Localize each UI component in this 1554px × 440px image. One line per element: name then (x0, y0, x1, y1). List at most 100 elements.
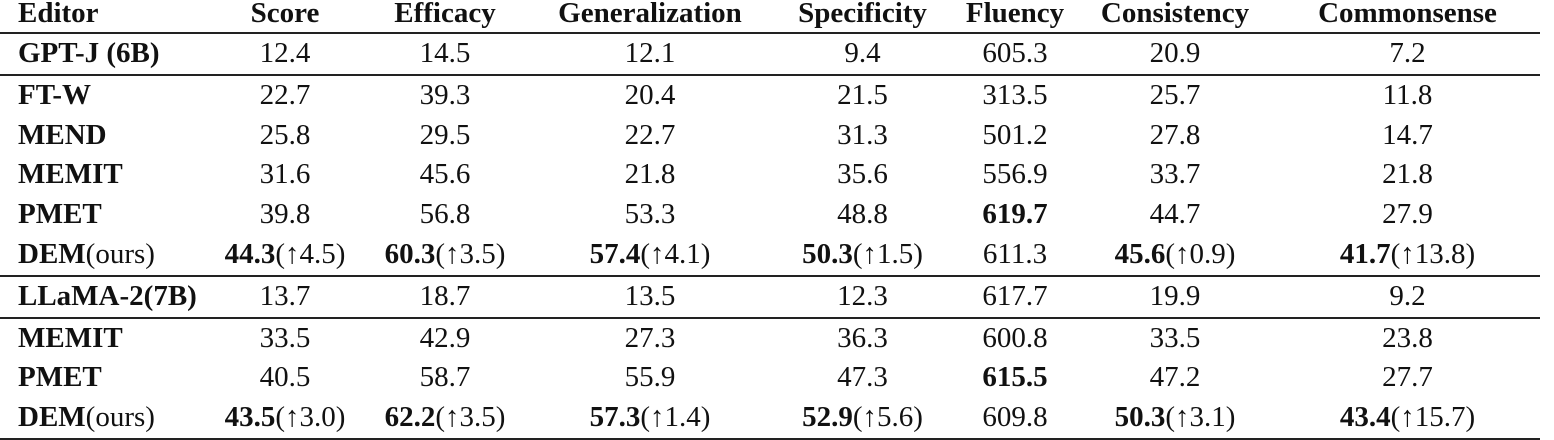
header-generalization: Generalization (530, 0, 770, 34)
table-cell: 33.5 (1075, 318, 1275, 359)
cell-value: 313.5 (982, 78, 1048, 111)
cell-value: 556.9 (982, 158, 1048, 191)
cell-value: 53.3 (624, 198, 676, 231)
cell-value: 619.7 (982, 198, 1048, 231)
cell-value: 50.3 (1114, 401, 1166, 434)
cell-value: 47.2 (1149, 361, 1201, 394)
cell-value: 27.3 (624, 321, 676, 354)
cell-value: 35.6 (837, 158, 888, 191)
table-row: MEMIT 33.5 42.9 27.3 36.3 600.8 33.5 23.8 (0, 318, 1540, 359)
cell-value: 58.7 (419, 361, 471, 394)
cell-value: 21.5 (837, 78, 888, 111)
cell-value: 40.5 (259, 361, 311, 394)
header-row: Editor Score Efficacy Generalization Spe… (0, 0, 1540, 34)
cell-value: 27.9 (1382, 198, 1433, 231)
editor-label: PMET (18, 198, 102, 231)
base-cell: 13.7 (210, 275, 360, 319)
improvement-delta: (↑5.6) (852, 401, 923, 434)
improvement-delta: (↑15.7) (1390, 401, 1476, 434)
table-cell: 31.3 (770, 116, 955, 156)
cell-value: 44.3 (224, 237, 276, 270)
cell-value: 60.3 (384, 237, 436, 270)
cell-value: 27.7 (1382, 361, 1433, 394)
cell-value: 39.3 (419, 78, 471, 111)
base-cell: 20.9 (1075, 33, 1275, 76)
table-cell: 611.3 (955, 234, 1075, 277)
improvement-delta: (↑1.5) (852, 237, 923, 270)
cell-value: 615.5 (982, 361, 1048, 394)
table-row: FT-W 22.7 39.3 20.4 21.5 313.5 25.7 11.8 (0, 75, 1540, 116)
table-row: PMET 40.5 58.7 55.9 47.3 615.5 47.2 27.7 (0, 358, 1540, 398)
cell-value: 62.2 (384, 401, 436, 434)
table-cell: 615.5 (955, 358, 1075, 398)
cell-value: 23.8 (1382, 321, 1433, 354)
table-cell: 21.8 (1275, 155, 1540, 195)
improvement-delta: (↑3.1) (1165, 401, 1236, 434)
table-cell: 45.6(↑0.9) (1075, 234, 1275, 277)
table-row: MEMIT 31.6 45.6 21.8 35.6 556.9 33.7 21.8 (0, 155, 1540, 195)
table-cell: 50.3(↑3.1) (1075, 398, 1275, 440)
header-efficacy: Efficacy (360, 0, 530, 34)
base-model-row: GPT-J (6B) 12.4 14.5 12.1 9.4 605.3 20.9 7.2 (0, 33, 1540, 76)
cell-value: 25.7 (1149, 78, 1201, 111)
table-cell: 33.5 (210, 318, 360, 359)
editor-suffix: (ours) (85, 401, 155, 434)
editor-suffix: (ours) (85, 237, 155, 270)
table-cell: 55.9 (530, 358, 770, 398)
cell-value: 45.6 (1114, 237, 1166, 270)
base-cell: 617.7 (955, 275, 1075, 319)
table-cell: 21.5 (770, 75, 955, 116)
table-cell: 47.2 (1075, 358, 1275, 398)
cell-value: 48.8 (837, 198, 888, 231)
cell-value: 57.4 (589, 237, 641, 270)
cell-value: 21.8 (1382, 158, 1433, 191)
editor-label: FT-W (18, 78, 92, 111)
table-cell: 27.7 (1275, 358, 1540, 398)
table-cell: 29.5 (360, 116, 530, 156)
table-cell: 58.7 (360, 358, 530, 398)
header-fluency: Fluency (955, 0, 1075, 34)
cell-value: 31.3 (837, 118, 888, 151)
table-cell: 23.8 (1275, 318, 1540, 359)
cell-value: 27.8 (1149, 118, 1201, 151)
table-cell: 50.3(↑1.5) (770, 234, 955, 277)
cell-value: 609.8 (982, 401, 1048, 434)
editor-name: PMET (0, 195, 210, 235)
base-model-row: LLaMA-2(7B) 13.7 18.7 13.5 12.3 617.7 19.9 9.2 (0, 275, 1540, 319)
table-cell: 52.9(↑5.6) (770, 398, 955, 440)
table-cell: 21.8 (530, 155, 770, 195)
editor-name: MEND (0, 116, 210, 156)
table-cell: 43.4(↑15.7) (1275, 398, 1540, 440)
base-cell: 12.1 (530, 33, 770, 76)
cell-value: 600.8 (982, 321, 1048, 354)
cell-value: 29.5 (419, 118, 471, 151)
cell-value: 47.3 (837, 361, 888, 394)
cell-value: 22.7 (624, 118, 676, 151)
table-cell: 600.8 (955, 318, 1075, 359)
base-cell: 14.5 (360, 33, 530, 76)
base-cell: 12.3 (770, 275, 955, 319)
table-cell: 22.7 (210, 75, 360, 116)
editor-label: PMET (18, 361, 102, 394)
base-cell: 13.5 (530, 275, 770, 319)
cell-value: 57.3 (589, 401, 641, 434)
editor-name: MEMIT (0, 155, 210, 195)
table-cell: 44.7 (1075, 195, 1275, 235)
cell-value: 39.8 (259, 198, 311, 231)
cell-value: 56.8 (419, 198, 471, 231)
cell-value: 21.8 (624, 158, 676, 191)
table-cell: 27.9 (1275, 195, 1540, 235)
cell-value: 44.7 (1149, 198, 1201, 231)
cell-value: 41.7 (1339, 237, 1391, 270)
improvement-delta: (↑3.5) (435, 237, 506, 270)
editor-name: FT-W (0, 75, 210, 116)
improvement-delta: (↑3.0) (275, 401, 346, 434)
table-cell: 25.8 (210, 116, 360, 156)
table-cell: 609.8 (955, 398, 1075, 440)
base-cell: 9.4 (770, 33, 955, 76)
base-cell: 605.3 (955, 33, 1075, 76)
base-cell: 12.4 (210, 33, 360, 76)
cell-value: 501.2 (982, 118, 1048, 151)
editor-label: DEM (18, 401, 86, 434)
table-cell: 44.3(↑4.5) (210, 234, 360, 277)
